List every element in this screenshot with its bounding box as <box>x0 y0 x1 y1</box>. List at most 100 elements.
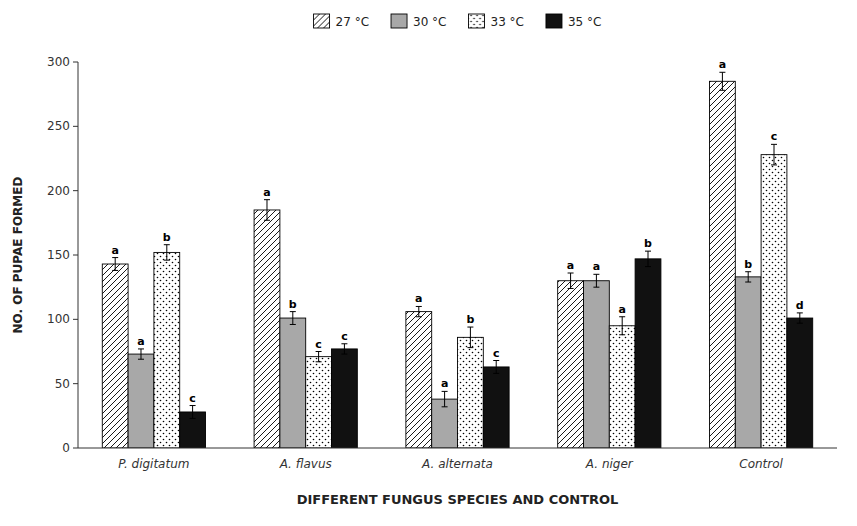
x-tick-label: A. flavus <box>279 457 332 471</box>
error-bar <box>493 361 499 374</box>
error-bar <box>593 274 599 287</box>
legend-item: 35 °C <box>546 14 601 29</box>
error-cap <box>568 288 574 289</box>
x-axis-line <box>78 448 837 449</box>
error-line <box>622 317 623 335</box>
y-tick <box>73 319 78 320</box>
y-tick <box>73 255 78 256</box>
significance-letter: a <box>719 58 726 71</box>
error-cap <box>138 348 144 349</box>
y-axis-line <box>78 62 79 448</box>
error-cap <box>719 90 725 91</box>
bar <box>280 318 306 448</box>
error-cap <box>190 405 196 406</box>
significance-letter: a <box>618 303 625 316</box>
error-cap <box>416 316 422 317</box>
error-cap <box>112 257 118 258</box>
bar <box>483 367 509 448</box>
significance-letter: b <box>744 258 752 271</box>
significance-letter: a <box>567 259 574 272</box>
error-bar <box>190 406 196 419</box>
legend-item: 33 °C <box>469 14 524 29</box>
error-bar <box>316 352 322 362</box>
error-cap <box>745 282 751 283</box>
significance-letter: c <box>315 338 322 351</box>
error-bar <box>745 272 751 282</box>
y-tick-label: 100 <box>47 312 70 326</box>
y-tick-label: 200 <box>47 184 70 198</box>
bars <box>102 72 812 448</box>
significance-letter: c <box>771 130 778 143</box>
error-cap <box>797 323 803 324</box>
y-axis: 050100150200250300 <box>47 55 78 455</box>
error-bar <box>112 258 118 271</box>
error-bar <box>290 312 296 325</box>
error-cap <box>164 244 170 245</box>
y-tick <box>73 62 78 63</box>
error-line <box>266 200 267 221</box>
y-tick <box>73 190 78 191</box>
significance-letter: a <box>593 260 600 273</box>
error-bar <box>442 391 448 406</box>
y-tick <box>73 383 78 384</box>
error-line <box>570 273 571 288</box>
error-bar <box>619 317 625 335</box>
error-line <box>722 72 723 90</box>
significance-letter: a <box>441 377 448 390</box>
significance-letter: b <box>289 298 297 311</box>
error-cap <box>442 406 448 407</box>
error-bar <box>164 245 170 260</box>
legend-item: 30 °C <box>391 14 446 29</box>
bar <box>761 155 787 448</box>
x-tick-label: A. alternata <box>421 457 493 471</box>
error-cap <box>797 312 803 313</box>
error-cap <box>467 327 473 328</box>
error-line <box>418 306 419 316</box>
legend-swatch <box>469 14 485 28</box>
bar <box>583 281 609 448</box>
bar <box>709 81 735 448</box>
error-cap <box>745 271 751 272</box>
bar <box>558 281 584 448</box>
legend-label: 27 °C <box>336 15 369 29</box>
error-bar <box>264 200 270 221</box>
y-tick <box>73 126 78 127</box>
y-axis-title: NO. OF PUPAE FORMED <box>11 177 25 334</box>
y-tick-label: 0 <box>62 441 70 455</box>
error-line <box>115 258 116 271</box>
y-tick-label: 150 <box>47 248 70 262</box>
error-line <box>596 274 597 287</box>
bar-annotations: aaaaaabaabbcbaccccbd <box>111 58 803 404</box>
legend-swatch <box>314 14 330 28</box>
error-line <box>470 327 471 348</box>
legend: 27 °C 30 °C 33 °C 35 °C <box>314 14 602 29</box>
error-cap <box>593 287 599 288</box>
bar <box>332 349 358 448</box>
error-cap <box>190 418 196 419</box>
error-line <box>292 312 293 325</box>
error-line <box>496 361 497 374</box>
error-cap <box>493 373 499 374</box>
error-cap <box>593 274 599 275</box>
error-bar <box>797 313 803 323</box>
error-bar <box>138 349 144 359</box>
bar <box>254 210 280 448</box>
legend-label: 30 °C <box>413 15 446 29</box>
error-bar <box>645 251 651 266</box>
error-cap <box>619 316 625 317</box>
error-cap <box>467 347 473 348</box>
error-cap <box>719 72 725 73</box>
legend-label: 33 °C <box>491 15 524 29</box>
error-cap <box>264 220 270 221</box>
error-bar <box>341 344 347 354</box>
error-cap <box>442 391 448 392</box>
error-cap <box>493 360 499 361</box>
error-cap <box>341 343 347 344</box>
bar <box>735 277 761 448</box>
error-cap <box>112 270 118 271</box>
error-cap <box>416 306 422 307</box>
error-bar <box>771 144 777 165</box>
error-cap <box>568 273 574 274</box>
error-cap <box>164 260 170 261</box>
bar <box>306 357 332 448</box>
